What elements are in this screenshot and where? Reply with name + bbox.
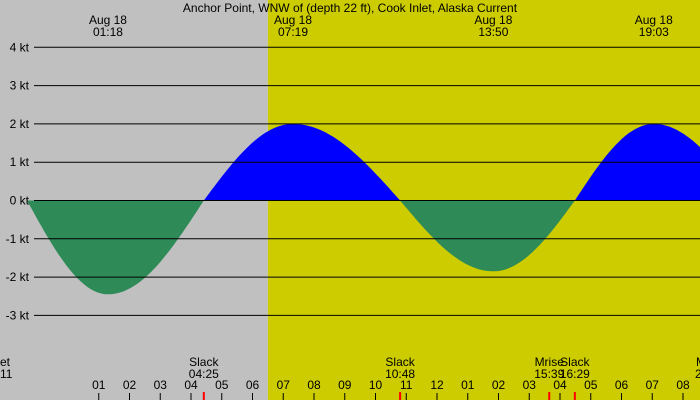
y-tick-label: 4 kt: [10, 40, 30, 54]
hour-tick-label: 01: [461, 378, 475, 392]
event-time-label: 19:03: [639, 25, 669, 39]
hour-tick-label: 02: [123, 378, 137, 392]
y-tick-label: -3 kt: [6, 308, 30, 322]
grid-layer: [34, 46, 700, 316]
bottom-event-label: Slack: [189, 355, 219, 369]
y-tick-label: -2 kt: [6, 270, 30, 284]
edge-label-left-top: et: [0, 355, 11, 369]
hour-tick-label: 09: [338, 378, 352, 392]
event-time-label: 13:50: [478, 25, 508, 39]
edge-label-right-bottom: 2: [695, 367, 700, 381]
y-tick-label: 1 kt: [10, 155, 30, 169]
hour-tick-label: 08: [676, 378, 690, 392]
hour-tick-label: 05: [584, 378, 598, 392]
hour-tick-label: 10: [369, 378, 383, 392]
hour-tick-label: 11: [400, 378, 413, 392]
event-date-label: Aug 18: [89, 13, 127, 27]
hour-tick-label: 07: [277, 378, 291, 392]
event-date-label: Aug 18: [474, 13, 512, 27]
hour-tick-label: 08: [307, 378, 321, 392]
hour-tick-label: 06: [246, 378, 260, 392]
event-tick-mark: [399, 392, 402, 400]
ebb-lobe: [27, 200, 204, 295]
hour-tick-label: 01: [92, 378, 106, 392]
y-axis-ticks: 4 kt 3 kt 2 kt 1 kt 0 kt -1 kt -2 kt -3 kt: [6, 40, 30, 322]
event-time-label: 07:19: [278, 25, 308, 39]
y-tick-label: 2 kt: [10, 117, 30, 131]
bottom-event-time: 04:25: [189, 367, 219, 381]
bottom-event-time: 16:29: [560, 367, 590, 381]
event-date-label: Aug 18: [635, 13, 673, 27]
bottom-event-time: 10:48: [385, 367, 415, 381]
bottom-event-label: Mrise: [535, 355, 565, 369]
hour-axis: 01 02 03 04 05 06 07 08 09 10 11 12 01 02 03 04 05 06 07 08: [92, 378, 690, 400]
hour-tick-label: 03: [154, 378, 168, 392]
edge-label-left-bottom: 11: [0, 367, 13, 381]
hour-tick-label: 04: [553, 378, 567, 392]
ebb-lobe: [400, 200, 575, 272]
y-tick-label: 0 kt: [10, 194, 30, 208]
edge-label-right-top: M: [696, 355, 700, 369]
y-tick-label: -1 kt: [6, 232, 30, 246]
hour-tick-label: 06: [615, 378, 629, 392]
hour-tick-label: 07: [646, 378, 660, 392]
event-tick-mark: [202, 392, 205, 400]
event-tick-mark: [548, 392, 551, 400]
y-tick-label: 3 kt: [10, 79, 30, 93]
hour-tick-label: 03: [523, 378, 537, 392]
bottom-event-label: Slack: [560, 355, 590, 369]
hour-tick-label: 04: [184, 378, 198, 392]
hour-tick-label: 12: [430, 378, 444, 392]
event-tick-mark: [573, 392, 576, 400]
event-date-label: Aug 18: [274, 13, 312, 27]
chart-title: Anchor Point, WNW of (depth 22 ft), Cook…: [183, 1, 518, 15]
hour-tick-label: 02: [492, 378, 506, 392]
bottom-event-time: 15:39: [534, 367, 564, 381]
hour-tick-label: 05: [215, 378, 229, 392]
bottom-event-label: Slack: [385, 355, 415, 369]
event-time-label: 01:18: [93, 25, 123, 39]
